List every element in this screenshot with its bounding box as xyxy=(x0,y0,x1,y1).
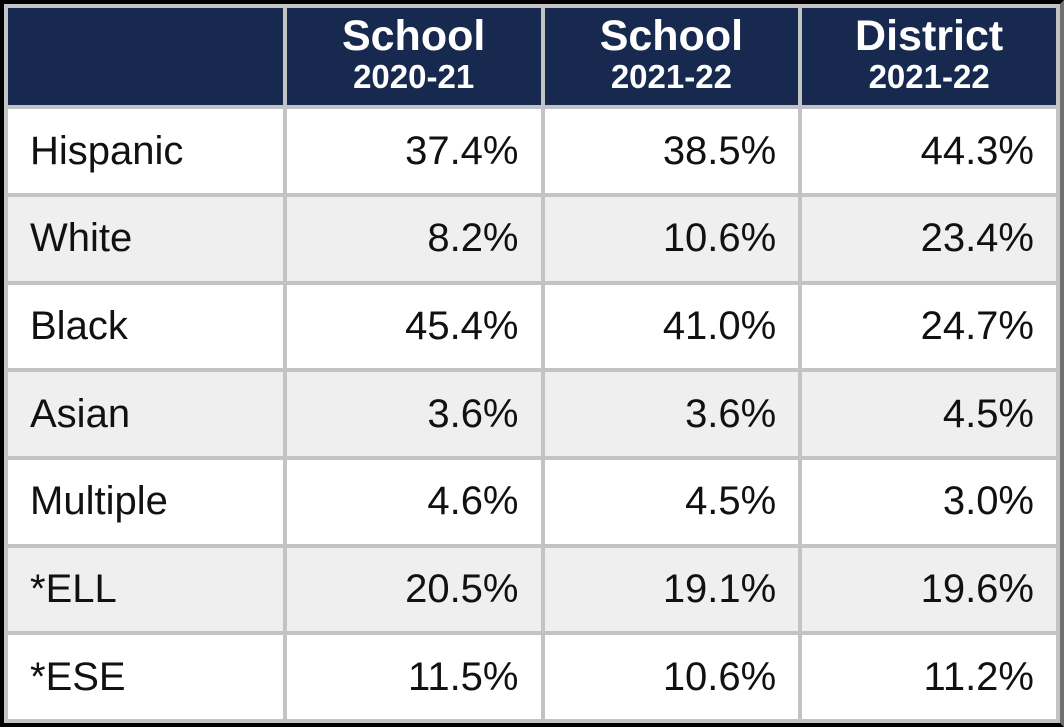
table-row: Asian 3.6% 3.6% 4.5% xyxy=(6,370,1058,458)
table-header-row: School 2020-21 School 2021-22 District 2… xyxy=(6,6,1058,107)
cell-value: 24.7% xyxy=(800,283,1058,371)
row-label: *ELL xyxy=(6,546,285,634)
header-top: School xyxy=(287,14,541,59)
header-top: School xyxy=(545,14,799,59)
cell-value: 3.6% xyxy=(285,370,543,458)
header-sub: 2021-22 xyxy=(545,59,799,95)
row-label: Hispanic xyxy=(6,107,285,195)
cell-value: 23.4% xyxy=(800,195,1058,283)
cell-value: 44.3% xyxy=(800,107,1058,195)
header-sub: 2021-22 xyxy=(802,59,1056,95)
table-row: White 8.2% 10.6% 23.4% xyxy=(6,195,1058,283)
cell-value: 45.4% xyxy=(285,283,543,371)
cell-value: 4.5% xyxy=(543,458,801,546)
header-district-2021-22: District 2021-22 xyxy=(800,6,1058,107)
row-label: Asian xyxy=(6,370,285,458)
table-row: Hispanic 37.4% 38.5% 44.3% xyxy=(6,107,1058,195)
cell-value: 3.6% xyxy=(543,370,801,458)
row-label: Black xyxy=(6,283,285,371)
header-school-2021-22: School 2021-22 xyxy=(543,6,801,107)
cell-value: 38.5% xyxy=(543,107,801,195)
demographics-table-container: School 2020-21 School 2021-22 District 2… xyxy=(0,0,1064,727)
table-row: *ESE 11.5% 10.6% 11.2% xyxy=(6,633,1058,721)
cell-value: 20.5% xyxy=(285,546,543,634)
cell-value: 19.1% xyxy=(543,546,801,634)
cell-value: 41.0% xyxy=(543,283,801,371)
row-label: Multiple xyxy=(6,458,285,546)
row-label: White xyxy=(6,195,285,283)
header-school-2020-21: School 2020-21 xyxy=(285,6,543,107)
cell-value: 4.5% xyxy=(800,370,1058,458)
table-row: Multiple 4.6% 4.5% 3.0% xyxy=(6,458,1058,546)
header-blank xyxy=(6,6,285,107)
cell-value: 10.6% xyxy=(543,633,801,721)
cell-value: 11.5% xyxy=(285,633,543,721)
cell-value: 8.2% xyxy=(285,195,543,283)
table-row: Black 45.4% 41.0% 24.7% xyxy=(6,283,1058,371)
cell-value: 10.6% xyxy=(543,195,801,283)
header-top: District xyxy=(802,14,1056,59)
demographics-table: School 2020-21 School 2021-22 District 2… xyxy=(4,4,1060,723)
table-row: *ELL 20.5% 19.1% 19.6% xyxy=(6,546,1058,634)
header-sub: 2020-21 xyxy=(287,59,541,95)
cell-value: 19.6% xyxy=(800,546,1058,634)
cell-value: 3.0% xyxy=(800,458,1058,546)
cell-value: 37.4% xyxy=(285,107,543,195)
cell-value: 4.6% xyxy=(285,458,543,546)
cell-value: 11.2% xyxy=(800,633,1058,721)
row-label: *ESE xyxy=(6,633,285,721)
